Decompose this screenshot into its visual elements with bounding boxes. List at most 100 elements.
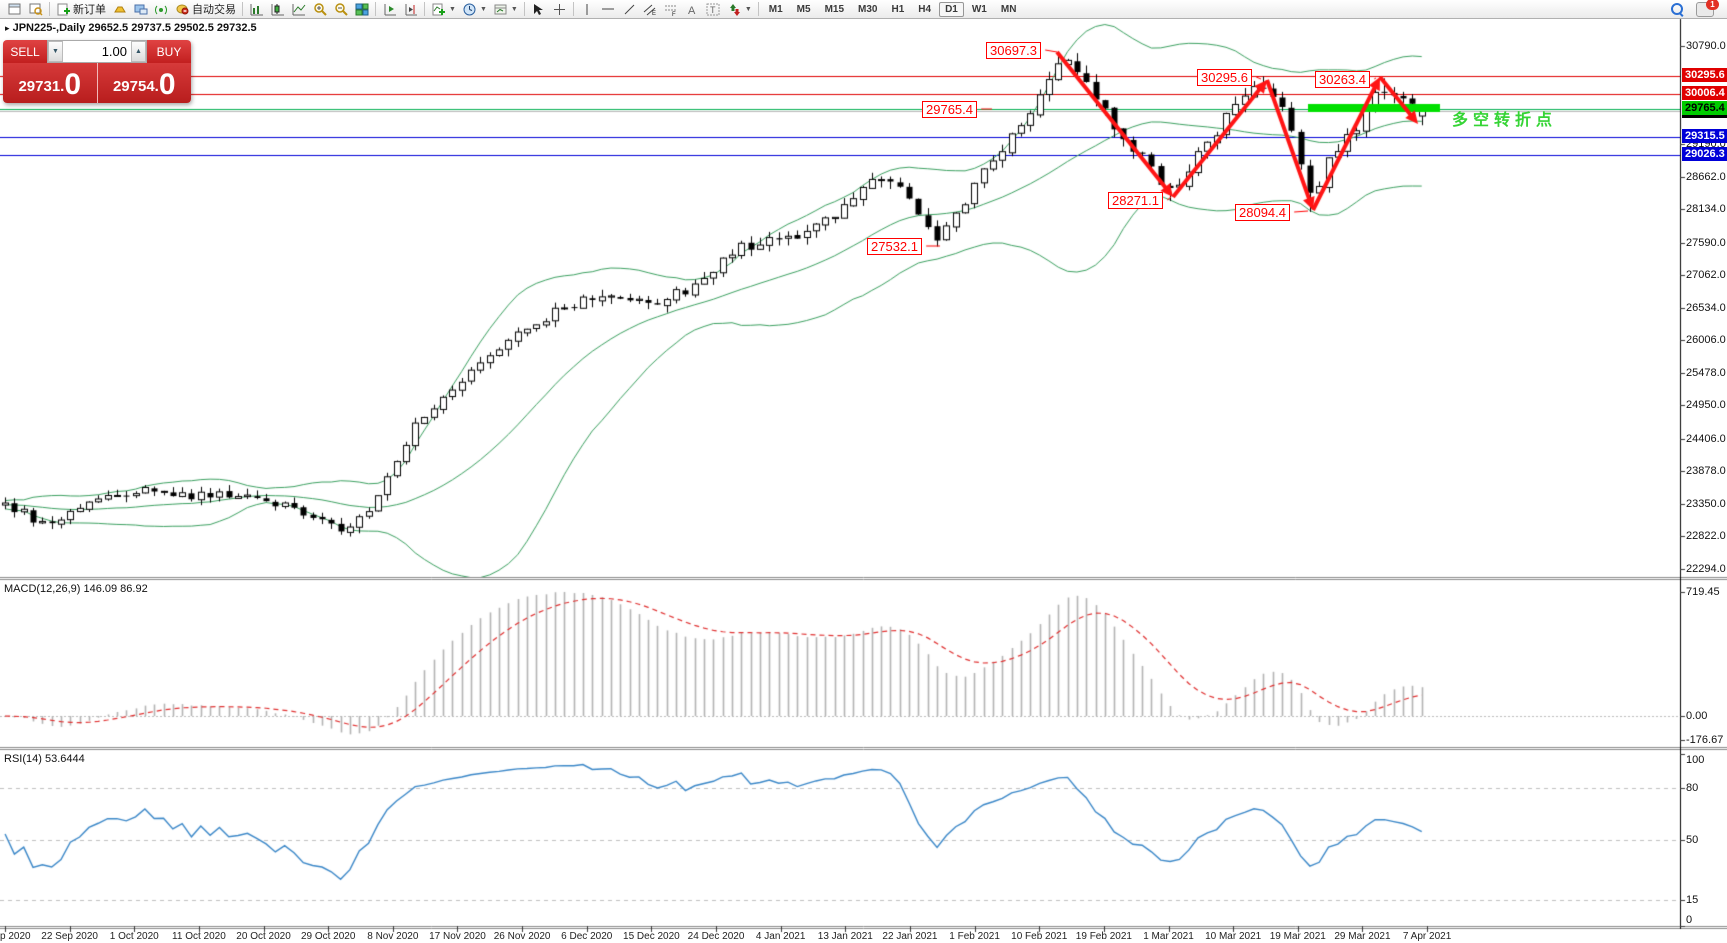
ask-price-small: 29754. [112, 78, 159, 95]
ask-price-display[interactable]: 29754. 0 [97, 63, 191, 103]
price-annotation[interactable]: 30295.6 [1197, 69, 1252, 86]
date-label: 20 Oct 2020 [236, 931, 291, 942]
new-order-button[interactable]: 新订单 [53, 1, 109, 18]
svg-text:A: A [688, 5, 696, 16]
indicators-button[interactable]: ▼ [428, 1, 459, 18]
toolbar-separator [424, 2, 425, 16]
templates-button[interactable]: ▼ [490, 1, 521, 18]
macd-tick: 719.45 [1686, 586, 1720, 598]
volume-decrease-button[interactable]: ▼ [48, 41, 63, 62]
toolbar-separator [572, 2, 574, 16]
tile-windows-icon[interactable] [351, 2, 372, 17]
trendline-tool-icon[interactable] [619, 2, 640, 17]
volume-input[interactable]: 1.00 [101, 44, 127, 59]
chart-shift-icon[interactable] [379, 2, 400, 17]
timeframe-d1[interactable]: D1 [939, 1, 964, 17]
timeframe-h1[interactable]: H1 [891, 3, 905, 15]
rsi-tick: 0 [1686, 914, 1693, 926]
timeframe-m30[interactable]: M30 [858, 3, 878, 15]
clock-icon [462, 2, 477, 17]
text-label-tool-icon[interactable]: T [703, 2, 724, 17]
dropdown-arrow-icon: ▼ [479, 5, 487, 13]
auto-trading-icon [175, 2, 190, 17]
crosshair-icon[interactable] [549, 2, 570, 17]
periods-button[interactable]: ▼ [459, 1, 490, 18]
date-label: 8 Nov 2020 [367, 931, 419, 942]
chart-title-marker-icon: ▸ [5, 23, 10, 33]
candlestick-chart-icon[interactable] [267, 2, 288, 17]
date-label: 19 Feb 2021 [1075, 931, 1132, 942]
timeframe-m5[interactable]: M5 [796, 3, 811, 15]
price-annotation[interactable]: 30263.4 [1315, 71, 1370, 88]
date-label: 29 Oct 2020 [300, 931, 356, 942]
toolbar-separator [375, 2, 376, 16]
price-annotation[interactable]: 27532.1 [867, 238, 922, 255]
auto-scroll-icon[interactable] [400, 2, 421, 17]
price-tick: 28662.0 [1686, 170, 1726, 183]
date-label: 22 Jan 2021 [882, 931, 938, 942]
main-toolbar: 新订单 自动交易 ▼ ▼ ▼ E F A T ▼ M1 M5 M15 M30 H1 H4 D… [0, 0, 1727, 19]
date-label: 24 Dec 2020 [687, 931, 745, 942]
date-label: 1 Feb 2021 [949, 931, 1000, 942]
volume-increase-button[interactable]: ▲ [131, 41, 146, 62]
svg-text:F: F [672, 12, 676, 16]
date-label: 10 Mar 2021 [1205, 931, 1262, 942]
terminal-icon[interactable] [130, 2, 151, 17]
cursor-icon[interactable] [528, 2, 549, 17]
buy-button[interactable]: BUY [147, 40, 191, 63]
price-annotation[interactable]: 28094.4 [1235, 204, 1290, 221]
price-line-badge: 29765.4 [1682, 101, 1727, 116]
chart-window-icon[interactable] [4, 2, 25, 17]
templates-icon [493, 2, 508, 17]
timeframe-group: M1 M5 M15 M30 H1 H4 D1 W1 MN [762, 1, 1024, 17]
price-tick: 26534.0 [1686, 301, 1726, 314]
auto-trading-button[interactable]: 自动交易 [172, 1, 239, 18]
timeframe-m1[interactable]: M1 [768, 3, 783, 15]
price-annotation[interactable]: 28271.1 [1108, 192, 1163, 209]
chart-title: ▸ JPN225-,Daily 29652.5 29737.5 29502.5 … [5, 22, 257, 34]
price-tick: 30790.0 [1686, 40, 1726, 52]
chart-preview-icon[interactable] [25, 2, 46, 17]
turning-point-note[interactable]: 多空转折点 [1452, 112, 1558, 129]
arrows-tool-button[interactable]: ▼ [724, 1, 755, 18]
chat-badge: 1 [1706, 0, 1719, 10]
dropdown-arrow-icon: ▼ [449, 5, 456, 13]
date-label: 11 Oct 2020 [172, 931, 226, 942]
date-label: 17 Nov 2020 [429, 931, 486, 942]
timeframe-mn[interactable]: MN [1000, 3, 1017, 15]
text-tool-icon[interactable]: A [682, 2, 703, 17]
horizontal-line-tool-icon[interactable] [598, 2, 619, 17]
sell-button[interactable]: SELL [3, 40, 47, 63]
line-chart-icon[interactable] [288, 2, 309, 17]
gold-bars-icon[interactable] [109, 2, 130, 17]
arrows-tool-icon [727, 2, 742, 17]
equidistant-channel-tool-icon[interactable]: E [640, 2, 661, 17]
timeframe-h4[interactable]: H4 [918, 3, 932, 15]
dropdown-arrow-icon: ▼ [510, 5, 518, 13]
fibonacci-tool-icon[interactable]: F [661, 2, 682, 17]
bid-price-display[interactable]: 29731. 0 [3, 63, 98, 103]
date-label: 1 Oct 2020 [109, 931, 159, 942]
one-click-trading-panel: SELL ▼ 1.00 ▲ BUY 29731. 0 29754. 0 [3, 40, 191, 103]
price-tick: 22294.0 [1686, 562, 1726, 575]
chat-button[interactable]: 1 [1693, 0, 1719, 18]
signal-icon[interactable] [151, 2, 172, 17]
price-annotation[interactable]: 29765.4 [922, 101, 977, 118]
svg-text:T: T [710, 5, 716, 15]
macd-tick: 0.00 [1686, 710, 1708, 722]
date-label: 6 Dec 2020 [561, 931, 613, 942]
search-icon[interactable] [1666, 2, 1687, 17]
price-tick: 28134.0 [1686, 203, 1726, 216]
price-tick: 23350.0 [1686, 497, 1726, 510]
zoom-out-icon[interactable] [330, 2, 351, 17]
date-label: 1 Mar 2021 [1143, 931, 1194, 942]
timeframe-m15[interactable]: M15 [824, 3, 845, 15]
zoom-in-icon[interactable] [309, 2, 330, 17]
date-label: 19 Mar 2021 [1269, 931, 1326, 942]
timeframe-w1[interactable]: W1 [971, 3, 987, 15]
rsi-tick: 50 [1686, 834, 1699, 846]
price-annotation[interactable]: 30697.3 [986, 42, 1041, 59]
vertical-line-tool-icon[interactable] [577, 2, 598, 17]
bar-chart-icon[interactable] [246, 2, 267, 17]
